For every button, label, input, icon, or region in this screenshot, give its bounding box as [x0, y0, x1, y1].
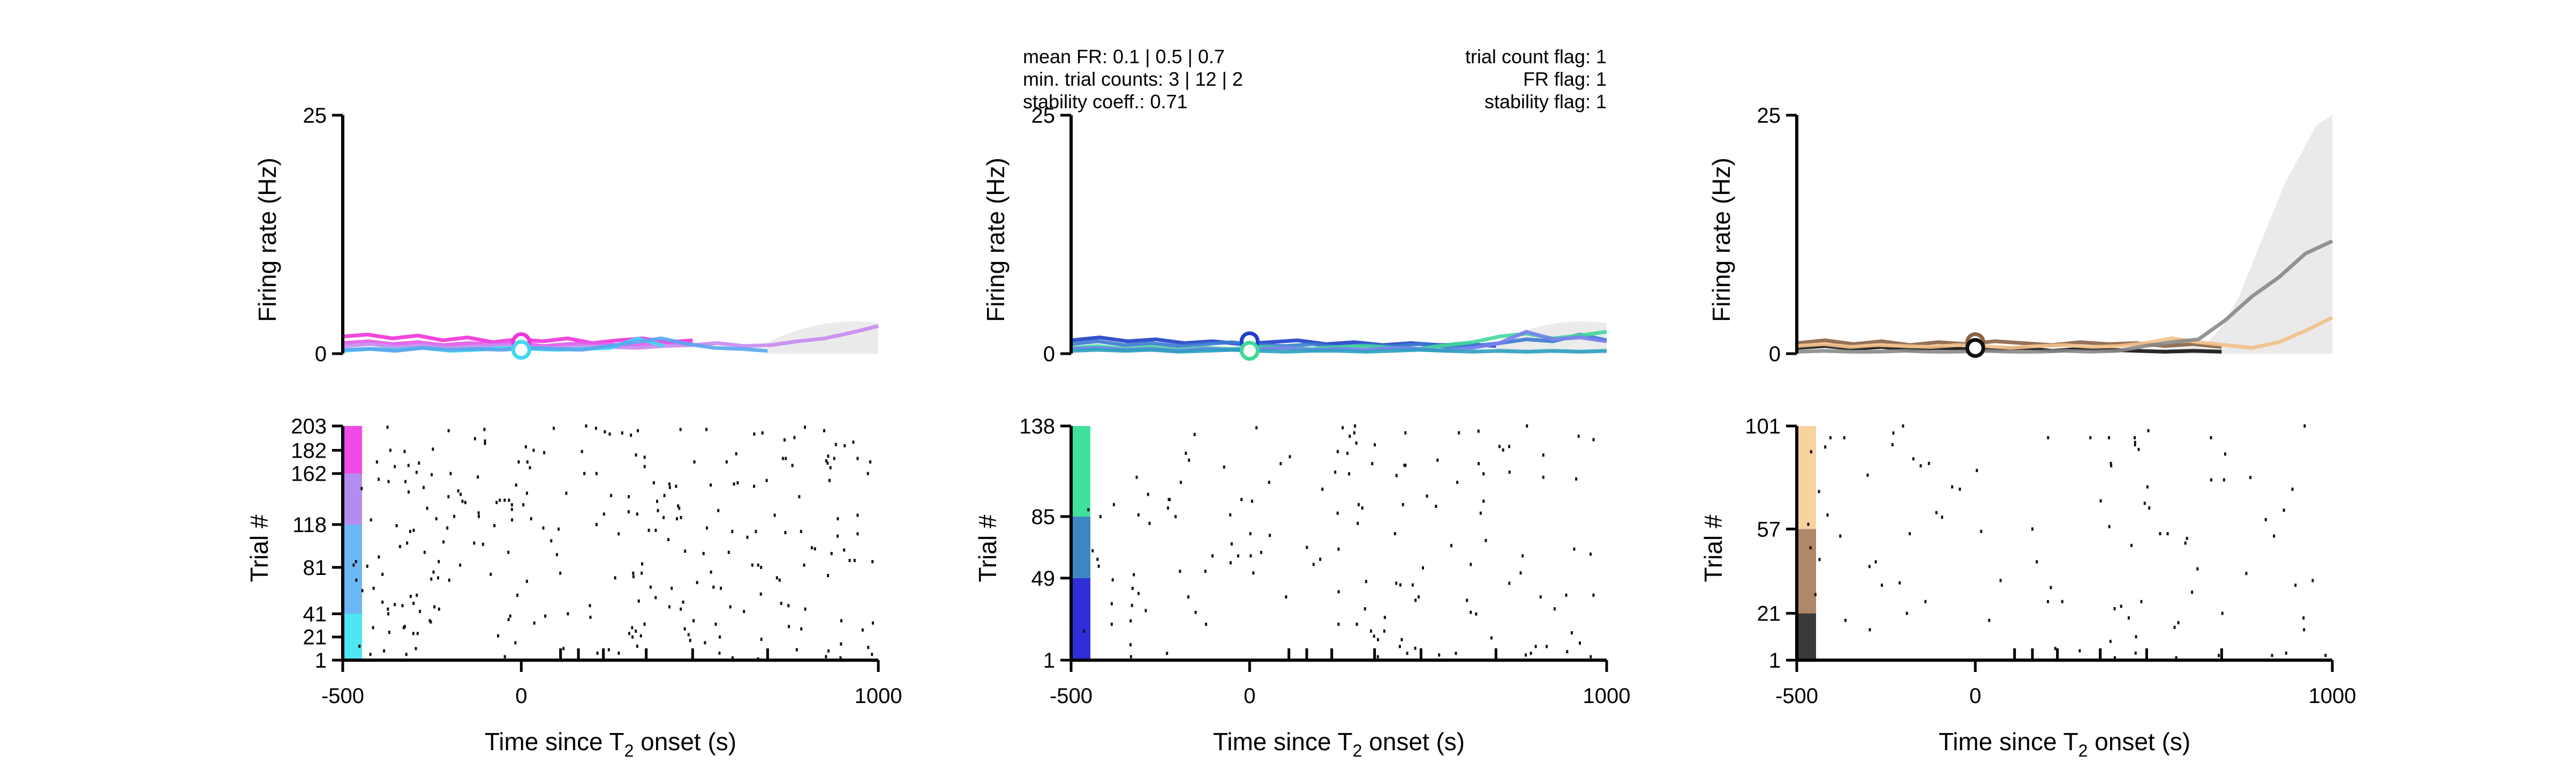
rate-line-series-3	[1796, 316, 2333, 350]
trial-y-tick-label: 162	[291, 462, 327, 486]
trial-group-bar-1	[1797, 613, 1816, 660]
time-x-tick-label: -500	[321, 684, 364, 708]
trial-group-bar-3	[1797, 426, 1816, 529]
trial-y-tick-label: 182	[291, 439, 327, 462]
trial-y-axis-label: Trial #	[974, 514, 1001, 582]
time-x-axis-label: Time since T2 onset (s)	[1213, 728, 1465, 760]
rate-y-tick-label: 25	[303, 104, 327, 128]
rate-y-axis-label: Firing rate (Hz)	[253, 158, 281, 322]
trial-y-tick-label: 21	[303, 626, 327, 649]
spike-raster	[1807, 424, 2327, 660]
spike-raster	[1083, 424, 1595, 662]
time-x-tick-label: 0	[1244, 684, 1255, 708]
trial-y-tick-label: 1	[315, 649, 327, 672]
trial-y-axis-label: Trial #	[1699, 514, 1727, 582]
time-x-tick-label: 1000	[855, 684, 902, 708]
rate-y-tick-label: 0	[1043, 342, 1055, 366]
time-x-tick-label: -500	[1775, 684, 1818, 708]
rate-line-series-5	[1071, 348, 1607, 354]
info-right-line: trial count flag: 1	[1465, 46, 1607, 68]
rate-line-series-4	[1796, 239, 2333, 354]
rate-y-tick-label: 25	[1757, 104, 1781, 128]
trial-y-axis-label: Trial #	[245, 514, 273, 582]
trial-y-tick-label: 81	[303, 556, 327, 580]
info-left-line: stability coeff.: 0.71	[1023, 91, 1188, 113]
trial-group-bar-3	[343, 473, 362, 525]
rate-y-tick-label: 0	[315, 342, 327, 366]
trial-y-tick-label: 41	[303, 602, 327, 626]
trial-y-tick-label: 1	[1769, 649, 1781, 672]
trial-group-bar-2	[343, 524, 362, 614]
rate-ci-band	[2161, 115, 2332, 354]
onset-marker-2	[1965, 338, 1985, 358]
trial-y-tick-label: 101	[1745, 415, 1781, 438]
info-right-line: FR flag: 1	[1523, 68, 1607, 90]
trial-y-tick-label: 85	[1031, 505, 1056, 529]
trial-y-tick-label: 49	[1031, 567, 1056, 590]
trial-y-tick-label: 21	[1757, 602, 1781, 626]
rate-y-axis-label: Firing rate (Hz)	[1707, 158, 1735, 322]
rate-line-series-5	[342, 337, 768, 353]
trial-group-bar-2	[1071, 517, 1090, 578]
trial-group-bar-1	[1071, 578, 1090, 660]
trial-y-tick-label: 1	[1043, 649, 1055, 672]
onset-marker-2	[1239, 341, 1260, 361]
time-x-axis-label: Time since T2 onset (s)	[485, 728, 736, 760]
trial-group-bar-2	[1797, 529, 1816, 614]
time-x-tick-label: 1000	[2309, 684, 2356, 708]
time-x-tick-label: 1000	[1583, 684, 1631, 708]
trial-group-bar-4	[343, 426, 362, 474]
panel-right: 0 25 Firing rate (Hz) 1 21 57 101 Trial # -500 0 1…	[1699, 104, 2356, 760]
rate-y-tick-label: 0	[1769, 342, 1781, 366]
spike-raster	[352, 424, 874, 661]
trial-group-bar-3	[1071, 426, 1090, 517]
trial-y-tick-label: 118	[292, 513, 327, 537]
time-x-tick-label: 0	[515, 684, 527, 708]
time-x-tick-label: 0	[1969, 684, 1981, 708]
info-left-line: min. trial counts: 3 | 12 | 2	[1023, 68, 1243, 90]
trial-y-tick-label: 203	[291, 415, 327, 438]
time-x-tick-label: -500	[1050, 684, 1093, 708]
trial-y-tick-label: 138	[1019, 415, 1055, 438]
info-right-line: stability flag: 1	[1485, 91, 1607, 113]
onset-marker-2	[511, 340, 531, 360]
info-left-line: mean FR: 0.1 | 0.5 | 0.7	[1023, 46, 1225, 68]
trial-group-bar-1	[343, 614, 362, 660]
rate-y-tick-label: 25	[1031, 104, 1056, 128]
time-x-axis-label: Time since T2 onset (s)	[1939, 728, 2190, 760]
rate-y-axis-label: Firing rate (Hz)	[982, 158, 1010, 322]
trial-y-tick-label: 57	[1757, 518, 1781, 541]
